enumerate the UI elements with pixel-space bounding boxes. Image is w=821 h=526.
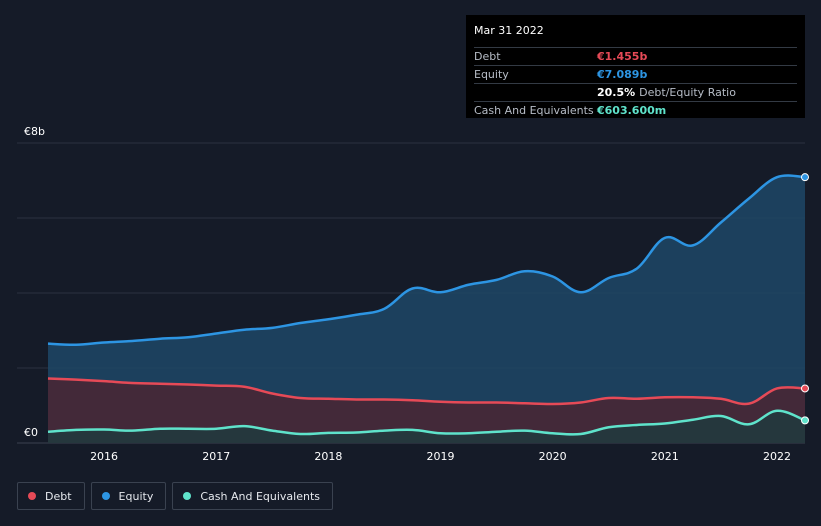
legend-item-debt[interactable]: Debt	[17, 482, 85, 510]
y-axis-top-label: €8b	[24, 125, 45, 138]
x-tick-label: 2017	[202, 450, 230, 463]
tooltip-date: Mar 31 2022	[474, 24, 797, 48]
x-tick-label: 2021	[651, 450, 679, 463]
equity-end-point	[801, 173, 809, 182]
cash-and-equivalents-end-point	[801, 416, 809, 425]
legend-item-equity[interactable]: Equity	[90, 482, 167, 510]
series-lines	[47, 174, 806, 436]
cash-dot-icon	[183, 492, 192, 500]
end-markers	[801, 173, 809, 425]
cash-and-equivalents-area	[48, 410, 805, 443]
equity-dot-icon	[101, 492, 110, 500]
tooltip-row-cash: Cash And Equivalents €603.600m	[474, 102, 797, 119]
tooltip-panel: Mar 31 2022 Debt €1.455b Equity €7.089b …	[466, 15, 805, 118]
debt-dot-icon	[28, 492, 36, 500]
tooltip-cash-value: €603.600m	[597, 104, 667, 117]
equity-area	[48, 175, 805, 443]
legend-cash-label: Cash And Equivalents	[200, 489, 320, 503]
x-tick-label: 2016	[90, 450, 118, 463]
cash-and-equivalents-line	[47, 409, 806, 436]
series-areas	[48, 175, 805, 443]
legend-equity-label: Equity	[118, 489, 154, 503]
tooltip-equity-value: €7.089b	[597, 68, 648, 81]
equity-line	[47, 174, 806, 347]
tooltip-ratio-label: Debt/Equity Ratio	[639, 86, 736, 99]
tooltip-debt-value: €1.455b	[597, 50, 648, 63]
x-axis-ticks: 2016 2017 2018 2019 2020 2021 2022	[90, 450, 791, 463]
x-tick-label: 2019	[427, 450, 455, 463]
legend-item-cash[interactable]: Cash And Equivalents	[172, 482, 333, 510]
tooltip-row-debt: Debt €1.455b	[474, 48, 797, 66]
y-axis-bottom-label: €0	[24, 426, 38, 439]
debt-line	[47, 377, 806, 406]
tooltip-cash-label: Cash And Equivalents	[474, 104, 594, 117]
tooltip-debt-label: Debt	[474, 50, 501, 63]
tooltip-row-ratio: 20.5% Debt/Equity Ratio	[474, 84, 797, 102]
x-tick-label: 2018	[314, 450, 342, 463]
x-tick-label: 2020	[539, 450, 567, 463]
x-tick-label: 2022	[763, 450, 791, 463]
tooltip-ratio-value: 20.5%	[597, 86, 636, 99]
debt-end-point	[801, 384, 809, 393]
legend: Debt Equity Cash And Equivalents	[17, 482, 333, 510]
legend-debt-label: Debt	[45, 489, 72, 503]
tooltip-equity-label: Equity	[474, 68, 509, 81]
tooltip-row-equity: Equity €7.089b	[474, 66, 797, 84]
